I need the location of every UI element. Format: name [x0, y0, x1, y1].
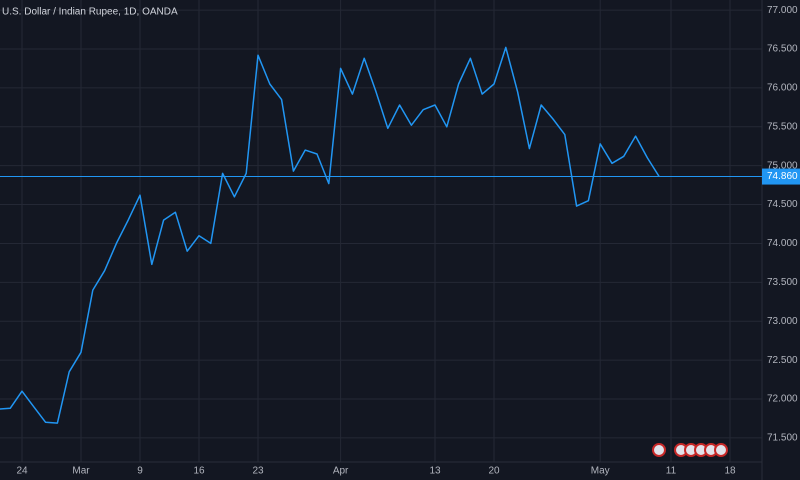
- grid: [0, 0, 762, 462]
- y-tick-label: 71.500: [767, 433, 798, 444]
- y-tick-label: 75.500: [767, 121, 798, 132]
- last-price-box: [762, 168, 800, 185]
- y-tick-label: 76.500: [767, 44, 798, 55]
- event-icon: [652, 443, 666, 457]
- chart-title: U.S. Dollar / Indian Rupee, 1D, OANDA: [2, 7, 178, 18]
- x-tick-label: 20: [488, 466, 500, 477]
- y-tick-label: 73.500: [767, 277, 798, 288]
- event-icon: [714, 443, 728, 457]
- event-markers: [652, 443, 728, 457]
- last-price-label: 74.860: [767, 171, 798, 182]
- price-line-series: [0, 46, 660, 424]
- x-tick-label: 23: [252, 466, 264, 477]
- y-tick-label: 72.500: [767, 355, 798, 366]
- y-tick-label: 77.000: [767, 5, 798, 16]
- x-tick-label: Apr: [333, 466, 349, 477]
- y-tick-label: 72.000: [767, 394, 798, 405]
- x-tick-label: 13: [429, 466, 441, 477]
- x-tick-label: Mar: [72, 466, 90, 477]
- y-tick-label: 75.000: [767, 160, 798, 171]
- y-tick-label: 74.000: [767, 238, 798, 249]
- x-tick-label: 18: [724, 466, 736, 477]
- x-tick-label: 11: [666, 466, 677, 477]
- x-tick-label: 16: [193, 466, 205, 477]
- y-tick-label: 74.500: [767, 199, 798, 210]
- y-tick-label: 76.000: [767, 83, 798, 94]
- x-tick-label: 9: [137, 466, 143, 477]
- y-tick-label: 73.000: [767, 316, 798, 327]
- x-tick-label: May: [591, 466, 610, 477]
- x-tick-label: 24: [16, 466, 28, 477]
